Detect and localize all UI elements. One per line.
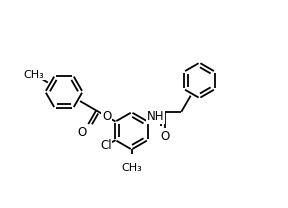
Text: O: O <box>160 130 169 143</box>
Text: CH₃: CH₃ <box>121 163 142 173</box>
Text: NH: NH <box>147 110 164 123</box>
Text: CH₃: CH₃ <box>24 69 44 79</box>
Text: O: O <box>102 110 111 123</box>
Text: O: O <box>77 126 87 139</box>
Text: Cl: Cl <box>100 139 112 152</box>
Text: H: H <box>151 110 160 123</box>
